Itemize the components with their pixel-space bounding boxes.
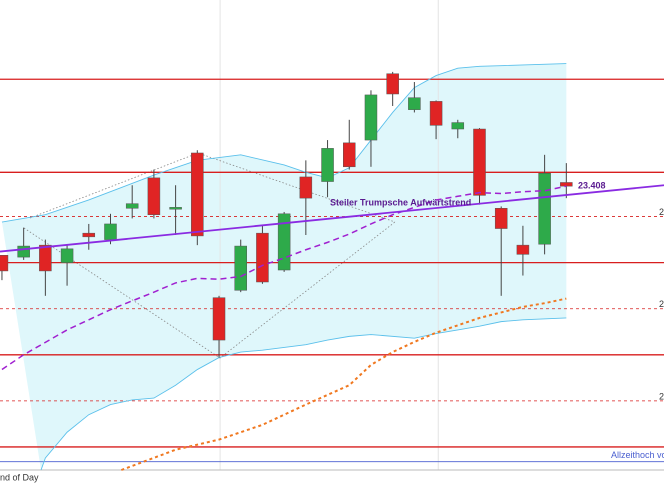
candle-body [364, 94, 378, 141]
candle-body [17, 245, 30, 258]
candle-body [212, 297, 226, 341]
trendline [0, 184, 664, 253]
candle-body [299, 176, 313, 199]
candle-body [147, 177, 161, 215]
candle-body [60, 248, 74, 263]
candle-body [386, 73, 399, 95]
candle-body [104, 223, 117, 240]
level-label: 2 [659, 207, 664, 217]
candle-body [191, 152, 204, 237]
candle-body [451, 122, 465, 130]
candle-body [234, 245, 247, 291]
candle-body [516, 244, 530, 255]
candle-body [321, 148, 334, 182]
ath-label: Allzeithoch vom [611, 450, 664, 460]
pattern-lines [23, 152, 396, 359]
candle-body [473, 128, 486, 196]
candle-body [538, 173, 551, 245]
candle-body [0, 255, 9, 272]
pattern-upper [29, 152, 396, 223]
candle-body [429, 101, 443, 126]
price-label: 23.408 [578, 181, 606, 191]
candle-body [494, 208, 508, 229]
level-label: 2 [659, 299, 664, 309]
candle-body [343, 142, 356, 168]
ma-short [1, 185, 567, 371]
pattern-lower [23, 221, 396, 359]
candle-body [408, 97, 421, 110]
candle-body [256, 232, 269, 283]
level-label: 2 [659, 391, 664, 401]
candle-body [277, 213, 291, 271]
lower-band [40, 317, 567, 471]
candle-body [39, 244, 52, 272]
candle-body [560, 182, 573, 187]
trendline-label: Steiler Trumpsche Aufwärtstrend [330, 197, 471, 207]
candle-body [82, 232, 96, 238]
candle-body [169, 207, 182, 210]
candle-body [125, 203, 139, 209]
footer-text: nd of Day [0, 472, 39, 482]
